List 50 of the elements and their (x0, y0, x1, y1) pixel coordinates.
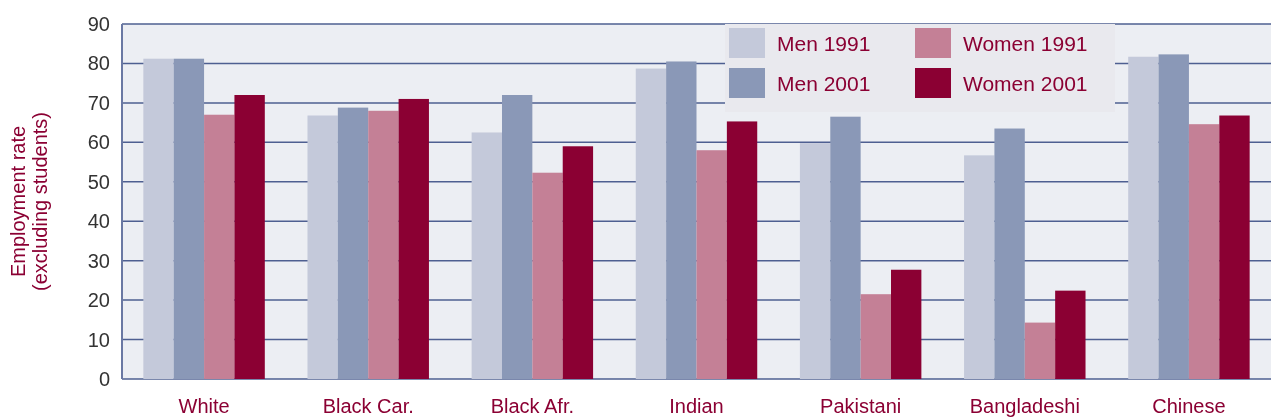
legend-label: Men 2001 (777, 72, 871, 96)
bar (635, 68, 667, 379)
x-tick-label: Pakistani (820, 395, 902, 417)
bar (666, 61, 697, 379)
bar (1219, 115, 1250, 379)
y-tick-label: 0 (98, 368, 110, 390)
x-tick-label: White (178, 395, 230, 417)
bar (307, 115, 338, 379)
bar (204, 114, 235, 379)
bar (891, 269, 922, 379)
legend-label: Men 1991 (777, 32, 871, 56)
y-tick-label: 80 (87, 52, 110, 75)
bar (1128, 56, 1159, 379)
x-tick-label: Chinese (1152, 395, 1226, 417)
legend-label: Women 1991 (963, 32, 1088, 56)
bar (860, 294, 892, 379)
y-tick-label: 40 (87, 210, 110, 233)
y-tick-label: 20 (87, 289, 110, 312)
bar (234, 95, 265, 379)
bar (337, 107, 369, 379)
bar (1188, 124, 1220, 379)
y-tick-label: 90 (87, 13, 110, 35)
bar (173, 58, 205, 379)
y-axis-title: Employment rate (excluding students) (7, 112, 51, 291)
bar (143, 58, 174, 379)
y-tick-label: 30 (87, 249, 110, 272)
bar (964, 155, 995, 379)
bar (532, 172, 563, 379)
bar (1024, 322, 1056, 379)
bar (368, 110, 399, 379)
x-tick-label: Indian (669, 395, 724, 417)
y-tick-label: 10 (87, 328, 110, 351)
y-tick-label: 60 (87, 131, 110, 154)
bar (562, 146, 594, 379)
bar (1055, 290, 1086, 379)
y-tick-label: 70 (87, 91, 110, 114)
bar (398, 98, 429, 379)
x-tick-label: Black Car. (322, 395, 414, 417)
bar (994, 128, 1025, 379)
bar (1158, 54, 1189, 379)
y-tick-label: 50 (87, 170, 110, 193)
bar (799, 143, 831, 379)
x-tick-label: Black Afr. (490, 395, 575, 417)
bar (726, 121, 758, 379)
legend-label: Women 2001 (963, 72, 1088, 96)
bar (696, 150, 727, 379)
bar (501, 95, 533, 379)
bar (471, 132, 502, 379)
x-tick-label: Bangladeshi (969, 395, 1080, 417)
bar (830, 116, 861, 379)
